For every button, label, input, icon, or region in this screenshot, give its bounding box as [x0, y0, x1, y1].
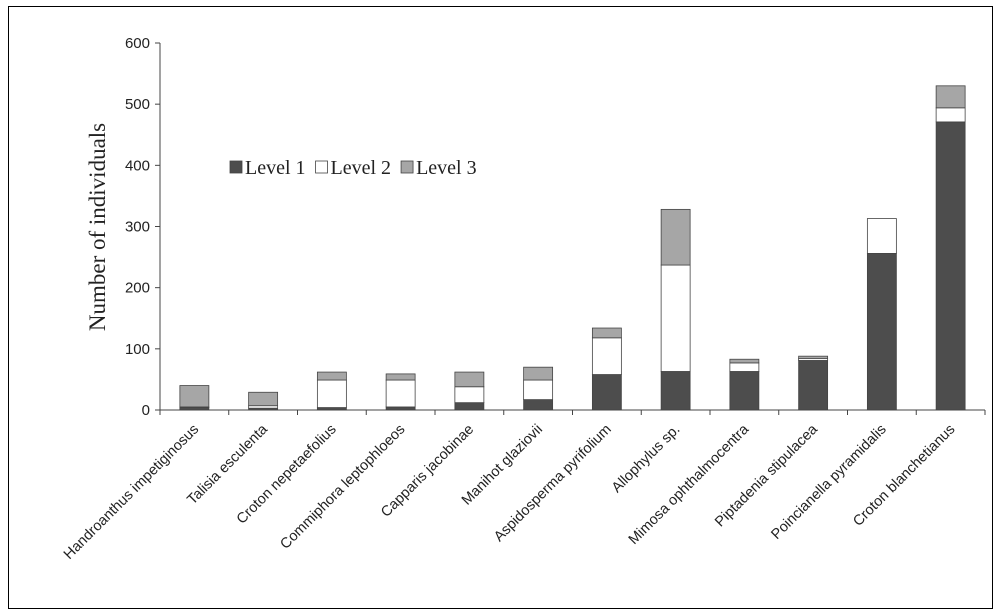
x-tick-label: Handroanthus impetiginosus — [61, 422, 202, 563]
bar-segment-level-1 — [866, 253, 897, 411]
bar-segment-level-3 — [179, 385, 210, 408]
bar-segment-level-2 — [523, 379, 554, 401]
bar-segment-level-2 — [866, 218, 897, 254]
y-tick-label: 600 — [125, 35, 150, 52]
chart-frame — [8, 6, 993, 609]
bar-segment-level-3 — [591, 327, 622, 339]
bar-segment-level-1 — [523, 399, 554, 411]
y-tick-label: 400 — [125, 157, 150, 174]
legend-swatch — [400, 160, 414, 174]
bar-segment-level-3 — [523, 366, 554, 381]
y-tick-label: 200 — [125, 280, 150, 297]
axes: 0 100 200 300 400 500 600 Handroanthus impetigi… — [61, 35, 986, 563]
bar-segment-level-3 — [798, 355, 829, 360]
x-tick-label: Poincianella pyramidalis — [768, 422, 889, 543]
bar-segment-level-2 — [454, 386, 485, 404]
bar-segment-level-2 — [316, 379, 347, 408]
bar-segment-level-3 — [248, 391, 279, 407]
bar-segment-level-2 — [935, 107, 966, 123]
x-tick-label: Commiphora leptophloeos — [277, 422, 408, 553]
bars — [179, 85, 966, 411]
bar-segment-level-1 — [798, 360, 829, 411]
x-tick-label: Aspidosperma pyrifolium — [491, 422, 615, 546]
bar-segment-level-2 — [729, 362, 760, 372]
legend-entry: Level 3 — [416, 157, 477, 179]
bar-segment-level-2 — [660, 264, 691, 372]
legend-entry: Level 2 — [331, 157, 392, 179]
bar-segment-level-1 — [591, 374, 622, 411]
bar-segment-level-3 — [729, 358, 760, 364]
bar-segment-level-1 — [660, 371, 691, 411]
legend-entry: Level 1 — [245, 157, 306, 179]
bar-segment-level-1 — [454, 402, 485, 411]
bar-segment-level-3 — [454, 371, 485, 388]
y-axis-label: Number of individuals — [85, 123, 110, 331]
x-tick-label: Mimosa ophthalmocentra — [626, 421, 753, 548]
bar-segment-level-3 — [316, 371, 347, 381]
bar-segment-level-3 — [660, 208, 691, 266]
bar-segment-level-1 — [385, 406, 416, 411]
bar-segment-level-2 — [385, 379, 416, 408]
legend: Level 1 Level 2 Level 3 — [229, 157, 477, 179]
y-tick-label: 500 — [125, 96, 150, 113]
y-tick-label: 100 — [125, 341, 150, 358]
legend-swatch — [315, 160, 328, 174]
bar-segment-level-2 — [591, 337, 622, 375]
bar-segment-level-1 — [729, 371, 760, 411]
legend-swatch — [229, 160, 243, 174]
y-tick-label: 0 — [142, 402, 150, 419]
bar-segment-level-3 — [935, 85, 966, 109]
bar-segment-level-3 — [385, 373, 416, 381]
y-tick-label: 300 — [125, 219, 150, 236]
x-tick-label: Allophylus sp. — [609, 422, 684, 497]
bar-segment-level-1 — [935, 121, 966, 411]
